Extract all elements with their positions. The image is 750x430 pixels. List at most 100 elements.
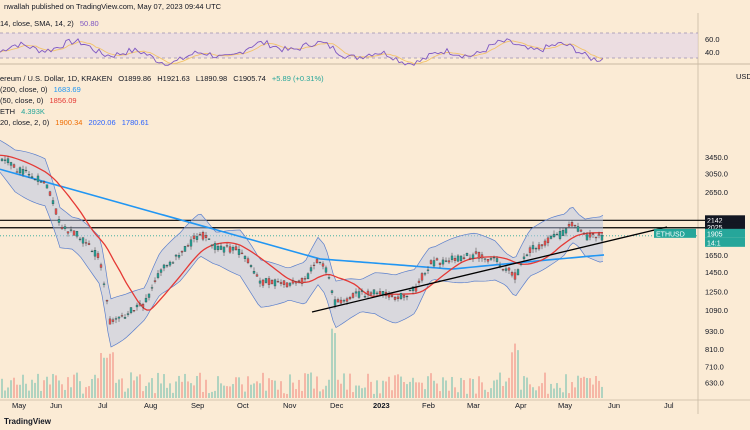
candle [54,208,58,215]
volume-bar [541,383,543,398]
candle [51,200,55,205]
candle [552,233,556,237]
candle [228,246,232,253]
volume-bar [238,377,240,398]
volume-bar [520,389,522,398]
candle [519,263,523,265]
volume-bar [355,385,357,398]
bollinger-band-fill [0,140,603,347]
volume-bar [85,387,87,398]
candle [135,304,139,308]
candle [273,279,277,287]
rsi-level-label: 60.0 [705,35,720,44]
volume-bar [58,380,60,398]
volume-bar [127,388,129,398]
candle [324,267,328,273]
volume-bar [16,384,18,398]
volume-bar [49,384,51,398]
bb-mid: 1900.34 [55,118,83,127]
volume-bar [568,393,570,398]
volume-bar [88,386,90,398]
tradingview-logo: TradingView [4,417,51,426]
candle [546,237,550,244]
volume-bar [583,376,585,398]
price-tag [654,228,696,238]
candle [279,282,283,284]
volume-bar [220,383,222,398]
candle [60,227,64,229]
candle [507,267,511,271]
candle [81,237,85,244]
volume-bar [556,383,558,398]
volume-bar [490,388,492,398]
candle [429,260,433,264]
candle [45,184,49,189]
volume-bar [496,379,498,398]
candle [120,315,124,317]
volume-bar [7,387,9,398]
volume-bar [175,381,177,398]
candle [174,254,178,257]
volume-bar [82,393,84,398]
candle [516,269,520,276]
volume-bar [391,390,393,398]
candle [318,261,322,264]
volume-bar [367,373,369,398]
volume-bar [364,387,366,398]
volume-bar [295,389,297,398]
volume-bar [325,385,327,398]
volume-bar [361,388,363,398]
candle [351,293,355,298]
candle [600,234,604,241]
ma50-label: (50, close, 0) [0,96,44,105]
candle [306,273,310,280]
volume-bar [400,376,402,398]
volume-bar [205,379,207,398]
volume-bar [469,378,471,398]
volume-bar [142,391,144,398]
candle [63,226,67,229]
candle [168,261,172,266]
candle [594,236,598,239]
candle [117,316,121,319]
bb-label: 20, close, 2, 0) [0,118,50,127]
volume-bar [274,380,276,398]
month-label: Aug [144,401,157,410]
volume-bar [145,385,147,398]
volume-bar [100,353,102,398]
ma50-legend: (50, close, 0) 1856.09 [0,96,81,105]
candle [231,247,235,251]
candle [486,259,490,262]
volume-bar [94,374,96,398]
volume-bar [124,391,126,398]
volume-bar [394,375,396,398]
volume-bar [73,374,75,398]
rsi-ma-line [0,40,604,65]
volume-bar [292,382,294,398]
candle [456,255,460,262]
volume-bar [256,381,258,398]
price-tag [705,228,745,238]
candle [564,228,568,234]
volume-bar [67,377,69,398]
volume-bar [202,391,204,398]
volume-bar [379,393,381,398]
candle [138,303,142,306]
volume-bar [181,381,183,398]
candle [441,259,445,265]
month-label: May [558,401,572,410]
volume-bar [352,392,354,398]
volume-bar [304,373,306,398]
candle [348,297,352,300]
month-label: Oct [237,401,250,410]
candle [474,251,478,254]
volume-bar [169,383,171,398]
candle [66,231,70,234]
volume-bar [343,373,345,398]
candle [531,245,535,250]
candle [450,255,454,260]
candle [363,296,367,298]
candle [387,294,391,298]
candle [222,246,226,253]
volume-bar [109,353,111,398]
